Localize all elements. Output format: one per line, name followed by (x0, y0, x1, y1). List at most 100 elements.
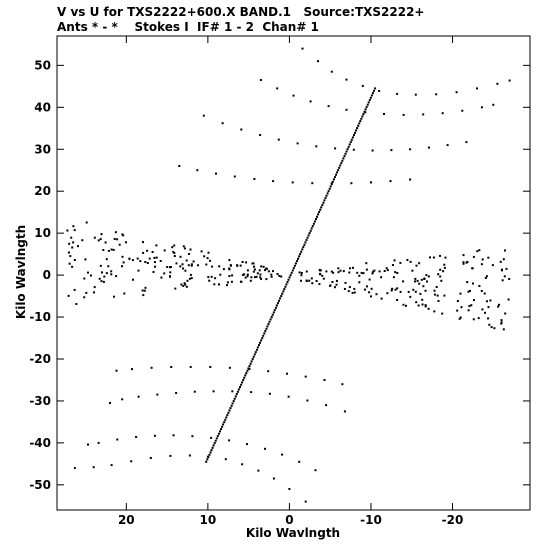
data-point (368, 99, 371, 102)
data-point (131, 259, 134, 262)
data-point (73, 467, 76, 470)
data-point (191, 435, 194, 438)
data-point (249, 362, 252, 365)
data-point (151, 251, 154, 253)
data-point (414, 93, 417, 96)
data-point (181, 263, 184, 266)
data-point (500, 319, 503, 322)
data-point (318, 211, 321, 214)
data-point (345, 78, 348, 81)
data-point (70, 236, 73, 239)
data-point (304, 241, 307, 244)
data-point (343, 155, 346, 158)
data-point (149, 457, 152, 459)
data-point (206, 458, 209, 461)
data-point (316, 215, 318, 218)
data-point (212, 390, 215, 393)
y-tick-labels: 50 40 30 20 10 0 -10 -20 -30 -40 -50 (29, 58, 51, 491)
data-point (368, 291, 371, 294)
data-point (155, 244, 158, 247)
data-point (439, 268, 442, 271)
data-point (153, 261, 156, 264)
data-point (210, 449, 213, 452)
data-point (399, 290, 402, 293)
data-point (433, 310, 436, 313)
data-point (498, 303, 500, 306)
data-point (282, 290, 285, 293)
data-point (113, 295, 115, 298)
data-point (329, 284, 332, 287)
data-point (286, 372, 288, 375)
data-point (462, 262, 465, 265)
data-point (278, 274, 281, 277)
data-point (166, 266, 169, 268)
data-point (299, 253, 302, 256)
data-point (260, 265, 263, 268)
data-point (416, 279, 419, 282)
data-point (350, 182, 353, 185)
data-point (489, 299, 492, 302)
data-point (424, 289, 427, 292)
data-point (137, 269, 140, 272)
data-point (394, 288, 397, 291)
data-point (414, 290, 417, 293)
data-point (303, 243, 306, 246)
data-point (358, 281, 361, 284)
x-tick-label: 10 (200, 513, 217, 527)
data-point (248, 368, 251, 371)
data-point (277, 302, 279, 305)
data-point (215, 172, 217, 175)
data-point (304, 500, 307, 503)
data-point (399, 261, 402, 264)
data-point (243, 376, 246, 379)
data-point (114, 231, 117, 234)
data-point (337, 271, 340, 274)
data-point (210, 275, 213, 278)
data-point (156, 393, 159, 396)
data-point (252, 262, 255, 265)
data-point (444, 256, 447, 259)
data-point (252, 355, 255, 358)
data-point (309, 100, 312, 103)
data-point (308, 279, 311, 282)
data-point (257, 469, 260, 472)
data-point (93, 286, 96, 289)
data-point (370, 181, 372, 184)
data-point (173, 244, 176, 247)
data-point (481, 258, 484, 261)
data-point (436, 294, 439, 297)
data-point (90, 274, 92, 277)
data-point (402, 113, 405, 116)
data-point (414, 277, 417, 280)
data-point (455, 91, 458, 94)
data-point (102, 280, 105, 283)
data-point (342, 270, 345, 273)
x-tick-labels: 20 10 0 -10 -20 (118, 513, 463, 527)
data-point (219, 273, 222, 276)
data-point (318, 283, 321, 286)
data-point (325, 404, 328, 407)
data-point (346, 148, 349, 151)
data-point (259, 134, 262, 136)
data-point (185, 285, 188, 288)
data-point (210, 436, 213, 439)
data-point (207, 456, 210, 459)
data-point (125, 241, 127, 244)
y-tick-label: 40 (34, 100, 51, 114)
data-point (310, 227, 313, 230)
data-point (472, 282, 474, 285)
data-point (121, 265, 123, 268)
data-point (179, 265, 182, 268)
data-point (340, 162, 343, 165)
data-point (334, 286, 336, 289)
data-point (175, 392, 178, 394)
data-point (208, 279, 211, 282)
data-point (321, 204, 324, 207)
data-point (300, 279, 302, 282)
data-point (234, 395, 237, 398)
data-point (344, 281, 347, 284)
data-point (193, 390, 196, 393)
data-point (226, 414, 229, 417)
data-point (490, 326, 493, 329)
data-point (292, 267, 295, 270)
